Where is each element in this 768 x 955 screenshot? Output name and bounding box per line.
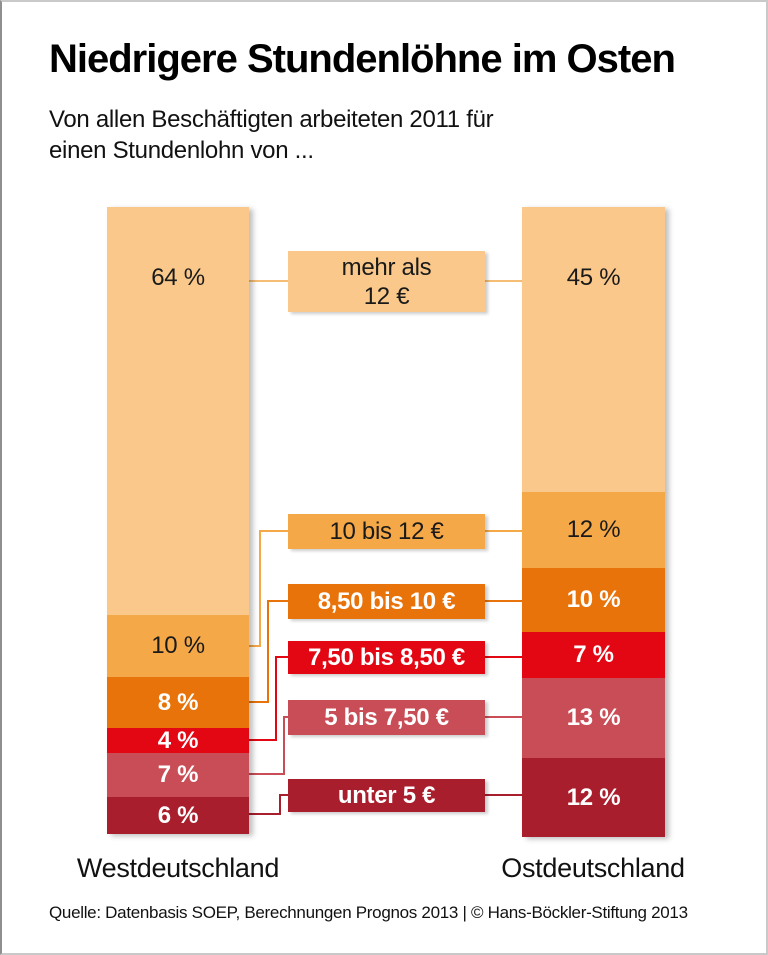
segment-value-label: 12 % <box>566 783 621 811</box>
east-segment-850-bis-10: 10 % <box>522 568 665 632</box>
east-segment-mehr-als-12: 45 % <box>522 207 665 492</box>
category-box-750-bis-850: 7,50 bis 8,50 € <box>288 641 485 674</box>
category-label: 7,50 bis 8,50 € <box>308 643 465 671</box>
subtitle-line-2: einen Stundenlohn von ... <box>49 137 314 164</box>
category-box-mehr-als-12: mehr als 12 € <box>288 251 485 312</box>
segment-value-label: 10 % <box>566 586 621 613</box>
category-box-10-bis-12: 10 bis 12 € <box>288 514 485 549</box>
subtitle-line-1: Von allen Beschäftigten arbeiteten 2011 … <box>49 106 494 133</box>
segment-value-label: 8 % <box>157 688 199 716</box>
east-segment-750-bis-850: 7 % <box>522 632 665 678</box>
segment-value-label: 10 % <box>151 632 205 659</box>
category-box-unter-5: unter 5 € <box>288 779 485 812</box>
category-label: 8,50 bis 10 € <box>317 587 456 615</box>
west-segment-10-bis-12: 10 % <box>107 615 249 677</box>
segment-value-label: 45 % <box>566 264 621 291</box>
segment-value-label: 6 % <box>157 801 199 829</box>
category-label: 10 bis 12 € <box>329 518 444 545</box>
segment-value-label: 7 % <box>157 761 199 788</box>
west-segment-850-bis-10: 8 % <box>107 677 249 728</box>
segment-value-label: 12 % <box>566 516 621 543</box>
east-segment-unter-5: 12 % <box>522 758 665 837</box>
category-label: 5 bis 7,50 € <box>324 703 449 731</box>
west-bar: 64 % 10 % 8 % 4 % 7 % 6 % <box>107 207 249 834</box>
east-bar: 45 % 12 % 10 % 7 % 13 % 12 % <box>522 207 665 837</box>
category-label-line-2: 12 € <box>363 282 410 310</box>
west-segment-mehr-als-12: 64 % <box>107 207 249 615</box>
source-note: Quelle: Datenbasis SOEP, Berechnungen Pr… <box>49 903 688 922</box>
segment-value-label: 7 % <box>573 641 614 668</box>
east-segment-5-bis-750: 13 % <box>522 678 665 758</box>
category-label: unter 5 € <box>337 781 436 809</box>
segment-value-label: 13 % <box>566 704 621 731</box>
category-box-850-bis-10: 8,50 bis 10 € <box>288 584 485 619</box>
category-box-5-bis-750: 5 bis 7,50 € <box>288 700 485 735</box>
east-segment-10-bis-12: 12 % <box>522 492 665 568</box>
chart-title: Niedrigere Stundenlöhne im Osten <box>49 37 676 81</box>
chart-subtitle: Von allen Beschäftigten arbeiteten 2011 … <box>49 104 649 166</box>
category-label-line-1: mehr als <box>341 253 432 281</box>
segment-value-label: 64 % <box>151 264 205 291</box>
west-segment-5-bis-750: 7 % <box>107 753 249 797</box>
axis-label-westdeutschland: Westdeutschland <box>76 853 280 883</box>
west-segment-unter-5: 6 % <box>107 797 249 834</box>
west-segment-750-bis-850: 4 % <box>107 728 249 753</box>
axis-label-ostdeutschland: Ostdeutschland <box>501 853 685 883</box>
segment-value-label: 4 % <box>157 728 199 753</box>
